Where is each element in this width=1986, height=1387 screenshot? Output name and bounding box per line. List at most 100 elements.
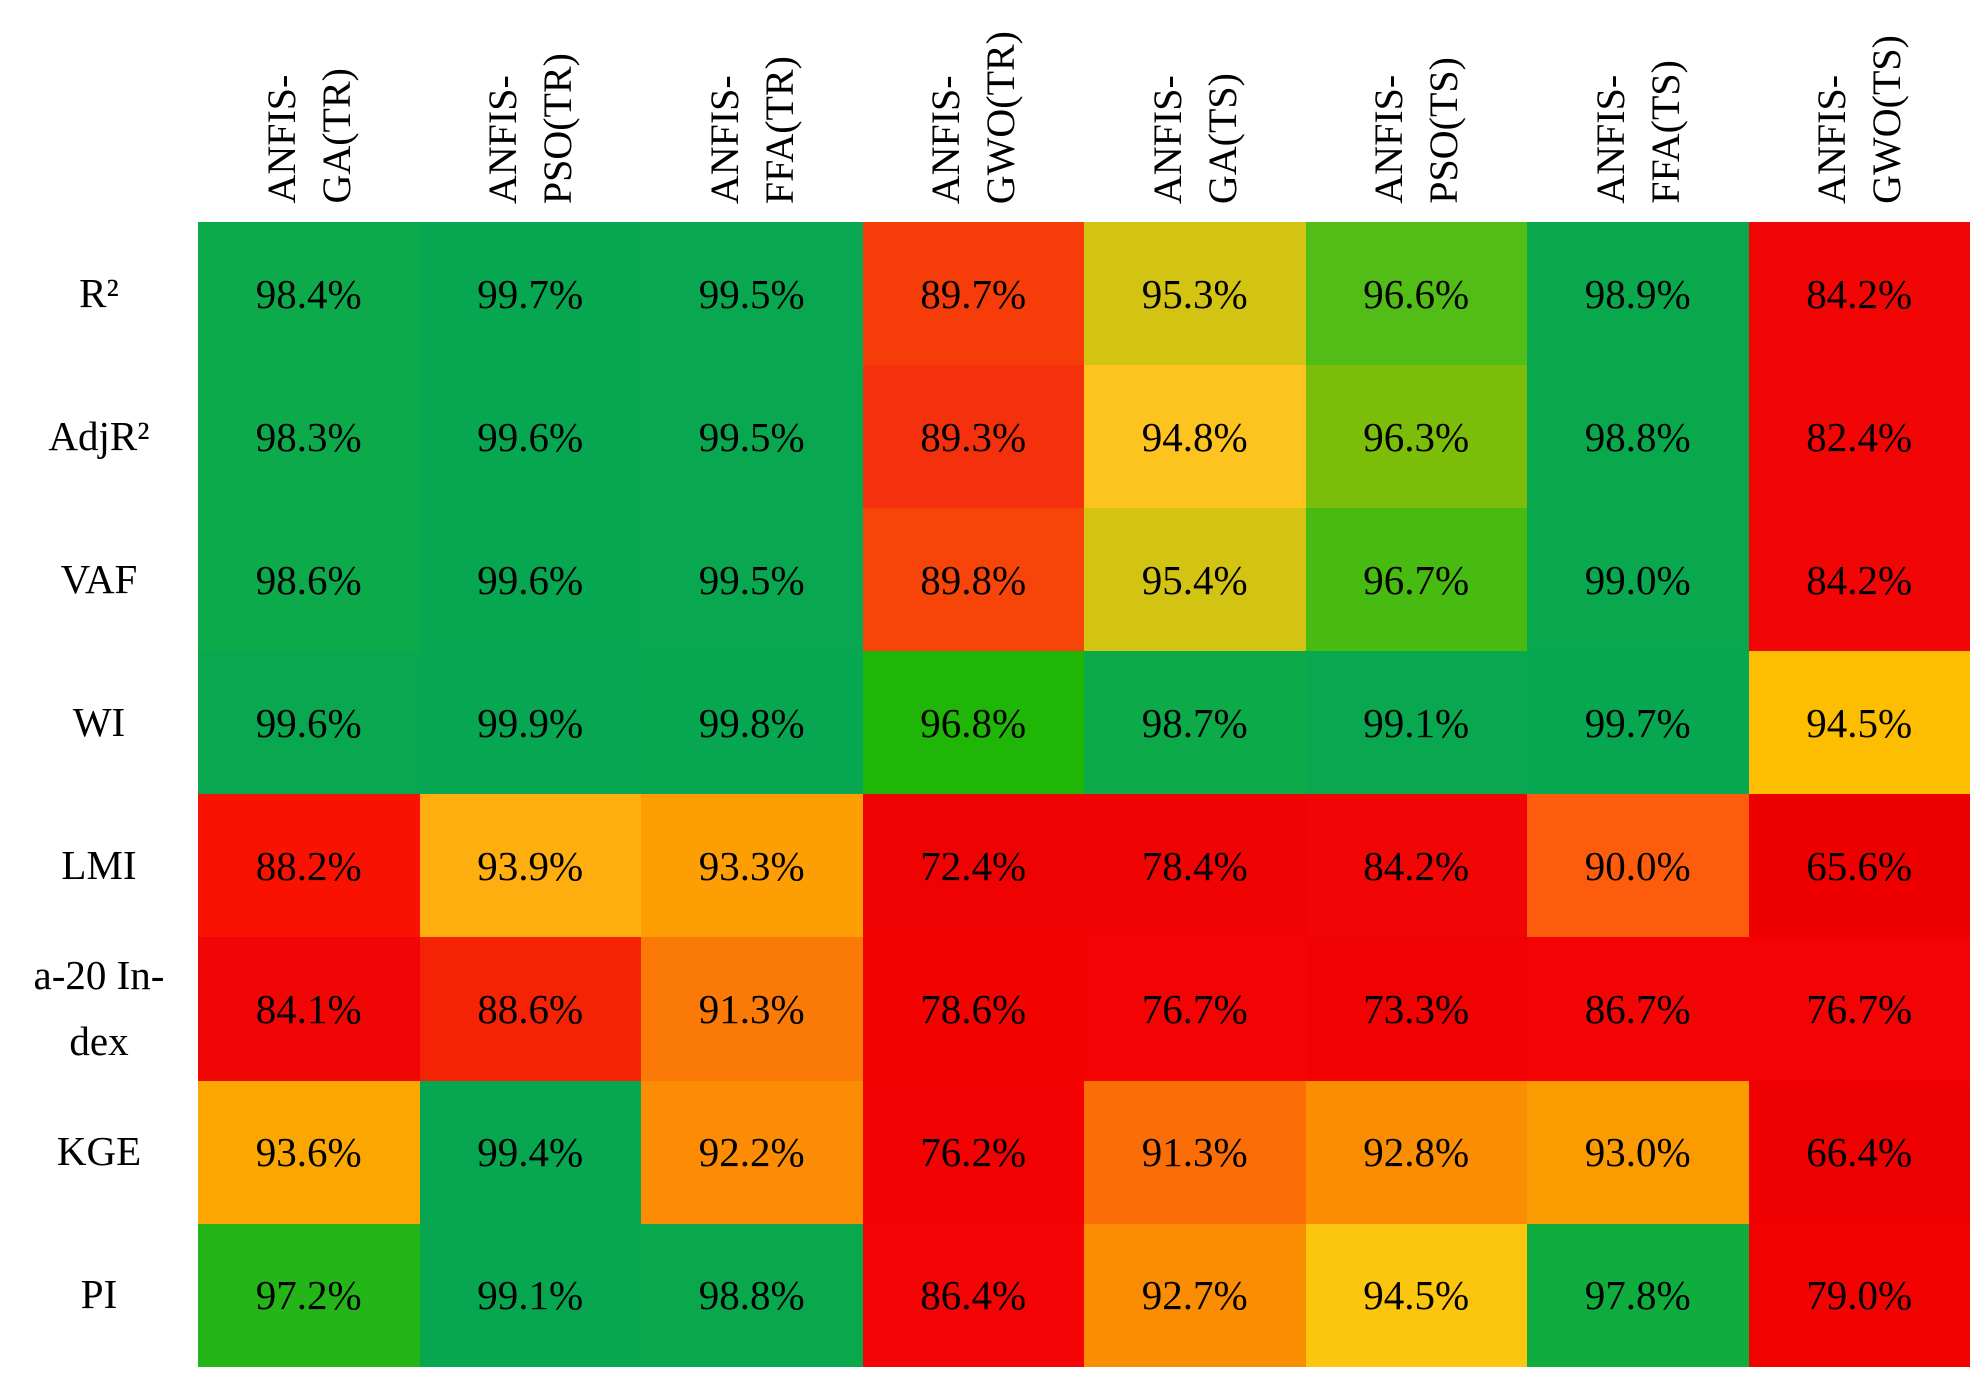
column-header-text: ANFIS- PSO(TR) (475, 53, 585, 204)
heatmap-cell: 93.0% (1527, 1080, 1749, 1224)
heatmap-cell: 98.8% (1527, 365, 1749, 509)
heatmap-cell: 91.3% (1084, 1080, 1306, 1224)
heatmap-cell: 95.4% (1084, 508, 1306, 652)
heatmap-cell: 76.7% (1084, 937, 1306, 1081)
heatmap-cell: 95.3% (1084, 222, 1306, 366)
column-header-text: ANFIS- FFA(TS) (1583, 60, 1693, 204)
row-label: AdjR² (0, 365, 198, 509)
heatmap-cell: 99.8% (641, 651, 863, 795)
row-label: VAF (0, 508, 198, 652)
heatmap-cell: 99.4% (419, 1080, 641, 1224)
column-header-line1: ANFIS- (258, 75, 304, 204)
column-header: ANFIS- PSO(TS) (1305, 0, 1527, 222)
heatmap-cell: 94.8% (1084, 365, 1306, 509)
heatmap-cell: 79.0% (1748, 1223, 1970, 1367)
heatmap-cell: 98.8% (641, 1223, 863, 1367)
heatmap-cell: 97.8% (1527, 1223, 1749, 1367)
column-header-line2: PSO(TS) (1421, 57, 1467, 204)
row-label: LMI (0, 794, 198, 938)
heatmap-cell: 94.5% (1748, 651, 1970, 795)
heatmap-cell: 78.6% (862, 937, 1084, 1081)
heatmap-cell: 93.9% (419, 794, 641, 938)
column-header-line1: ANFIS- (701, 75, 747, 204)
heatmap-cell: 84.2% (1305, 794, 1527, 938)
heatmap-cell: 66.4% (1748, 1080, 1970, 1224)
heatmap-cell: 98.4% (198, 222, 420, 366)
column-header-line1: ANFIS- (1144, 75, 1190, 204)
heatmap-cell: 96.6% (1305, 222, 1527, 366)
heatmap-cell: 98.6% (198, 508, 420, 652)
column-header-line1: ANFIS- (1809, 75, 1855, 204)
heatmap-cell: 84.1% (198, 937, 420, 1081)
row-label: KGE (0, 1080, 198, 1224)
column-header: ANFIS- FFA(TS) (1527, 0, 1749, 222)
column-header: ANFIS- GA(TS) (1084, 0, 1306, 222)
heatmap-cell: 96.8% (862, 651, 1084, 795)
heatmap-cell: 93.6% (198, 1080, 420, 1224)
heatmap-cell: 92.2% (641, 1080, 863, 1224)
heatmap-cell: 91.3% (641, 937, 863, 1081)
heatmap-cell: 96.7% (1305, 508, 1527, 652)
heatmap-cell: 82.4% (1748, 365, 1970, 509)
heatmap-cell: 98.7% (1084, 651, 1306, 795)
column-header-line1: ANFIS- (1587, 75, 1633, 204)
heatmap-cell: 65.6% (1748, 794, 1970, 938)
heatmap-cell: 90.0% (1527, 794, 1749, 938)
heatmap-cell: 88.2% (198, 794, 420, 938)
heatmap-cell: 98.9% (1527, 222, 1749, 366)
heatmap-cell: 99.5% (641, 222, 863, 366)
column-header: ANFIS- FFA(TR) (641, 0, 863, 222)
column-header-line2: PSO(TR) (535, 52, 581, 204)
heatmap-cell: 76.7% (1748, 937, 1970, 1081)
column-header: ANFIS- GA(TR) (198, 0, 420, 222)
heatmap-cell: 76.2% (862, 1080, 1084, 1224)
heatmap-cell: 99.7% (419, 222, 641, 366)
heatmap-cell: 99.5% (641, 508, 863, 652)
heatmap-cell: 86.4% (862, 1223, 1084, 1367)
heatmap-cell: 92.8% (1305, 1080, 1527, 1224)
column-header-line2: GWO(TS) (1864, 35, 1910, 204)
row-label: WI (0, 651, 198, 795)
heatmap-cell: 89.3% (862, 365, 1084, 509)
column-header-line2: GA(TR) (313, 68, 359, 204)
column-header-line1: ANFIS- (480, 75, 526, 204)
column-header: ANFIS- GWO(TS) (1748, 0, 1970, 222)
column-header: ANFIS- GWO(TR) (862, 0, 1084, 222)
heatmap-cell: 86.7% (1527, 937, 1749, 1081)
corner-spacer (0, 0, 198, 222)
column-header: ANFIS- PSO(TR) (419, 0, 641, 222)
heatmap-cell: 72.4% (862, 794, 1084, 938)
heatmap-cell: 98.3% (198, 365, 420, 509)
heatmap-cell: 88.6% (419, 937, 641, 1081)
column-header-text: ANFIS- PSO(TS) (1361, 57, 1471, 204)
heatmap-cell: 84.2% (1748, 508, 1970, 652)
heatmap-cell: 89.7% (862, 222, 1084, 366)
heatmap-cell: 73.3% (1305, 937, 1527, 1081)
heatmap-cell: 99.9% (419, 651, 641, 795)
heatmap-cell: 99.0% (1527, 508, 1749, 652)
heatmap-cell: 99.1% (1305, 651, 1527, 795)
column-header-text: ANFIS- GA(TS) (1140, 73, 1250, 204)
column-header-line1: ANFIS- (1366, 75, 1412, 204)
column-header-text: ANFIS- GWO(TS) (1804, 35, 1914, 204)
column-header-text: ANFIS- GA(TR) (254, 68, 364, 204)
heatmap-cell: 97.2% (198, 1223, 420, 1367)
heatmap-cell: 94.5% (1305, 1223, 1527, 1367)
heatmap-cell: 99.6% (419, 508, 641, 652)
column-header-line2: GA(TS) (1199, 72, 1245, 204)
column-header-text: ANFIS- FFA(TR) (697, 56, 807, 204)
column-header-line2: GWO(TR) (978, 30, 1024, 204)
heatmap-cell: 99.7% (1527, 651, 1749, 795)
column-header-text: ANFIS- GWO(TR) (918, 31, 1028, 204)
heatmap-cell: 99.6% (198, 651, 420, 795)
column-header-line1: ANFIS- (923, 75, 969, 204)
column-header-line2: FFA(TR) (756, 55, 802, 204)
heatmap-cell: 78.4% (1084, 794, 1306, 938)
row-label: PI (0, 1223, 198, 1367)
row-label: R² (0, 222, 198, 366)
column-header-line2: FFA(TS) (1642, 60, 1688, 204)
heatmap-cell: 96.3% (1305, 365, 1527, 509)
heatmap-cell: 89.8% (862, 508, 1084, 652)
heatmap-cell: 99.6% (419, 365, 641, 509)
